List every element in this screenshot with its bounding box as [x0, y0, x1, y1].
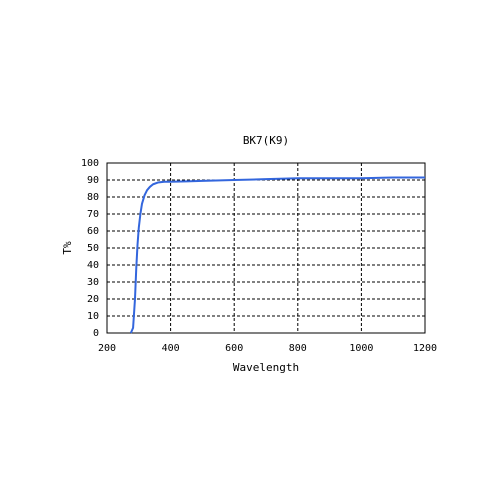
x-tick-label: 800: [289, 343, 307, 354]
y-tick-label: 10: [87, 311, 99, 322]
y-tick-label: 100: [81, 158, 99, 169]
y-tick-label: 30: [87, 277, 99, 288]
x-axis-label: Wavelength: [233, 361, 299, 374]
y-tick-label: 50: [87, 243, 99, 254]
y-tick-label: 90: [87, 175, 99, 186]
y-tick-label: 40: [87, 260, 99, 271]
y-tick-label: 20: [87, 294, 99, 305]
y-tick-label: 0: [93, 328, 99, 339]
x-tick-label: 400: [162, 343, 180, 354]
x-tick-label: 1000: [349, 343, 373, 354]
x-tick-label: 1200: [413, 343, 437, 354]
y-tick-label: 80: [87, 192, 99, 203]
x-tick-label: 200: [98, 343, 116, 354]
y-axis-label: T%: [61, 241, 74, 255]
y-tick-label: 70: [87, 209, 99, 220]
chart-title: BK7(K9): [243, 134, 289, 147]
y-tick-label: 60: [87, 226, 99, 237]
x-tick-label: 600: [225, 343, 243, 354]
data-line: [129, 176, 425, 334]
